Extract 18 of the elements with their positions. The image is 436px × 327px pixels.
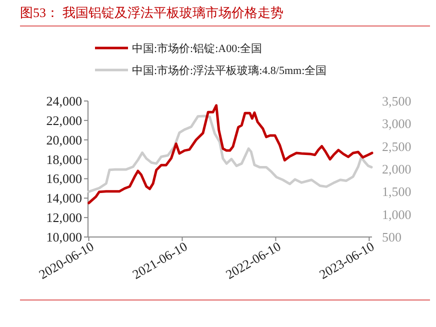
y2tick: 1,000 — [382, 206, 412, 222]
legend: 中国:市场价:铝锭:A00:全国 — [132, 43, 262, 55]
ytick: 24,000 — [46, 94, 82, 108]
y2tick: 2,500 — [382, 138, 412, 154]
legend: 中国:市场价:浮法平板玻璃:4.8/5mm:全国 — [132, 65, 327, 77]
ytick: 12,000 — [46, 210, 82, 226]
ytick: 10,000 — [46, 230, 82, 244]
y2tick: 500 — [382, 230, 402, 244]
ytick: 14,000 — [46, 190, 82, 206]
ytick: 22,000 — [46, 112, 82, 128]
ytick: 20,000 — [46, 132, 82, 148]
y2tick: 3,000 — [382, 116, 412, 132]
ytick: 16,000 — [46, 171, 82, 186]
ytick: 18,000 — [46, 152, 82, 167]
y2tick: 3,500 — [382, 94, 412, 108]
y2tick: 2,000 — [382, 162, 412, 176]
y2tick: 1,500 — [382, 184, 412, 200]
title: 图53： 我国铝锭及浮法平板玻璃市场价格走势 — [20, 5, 284, 20]
